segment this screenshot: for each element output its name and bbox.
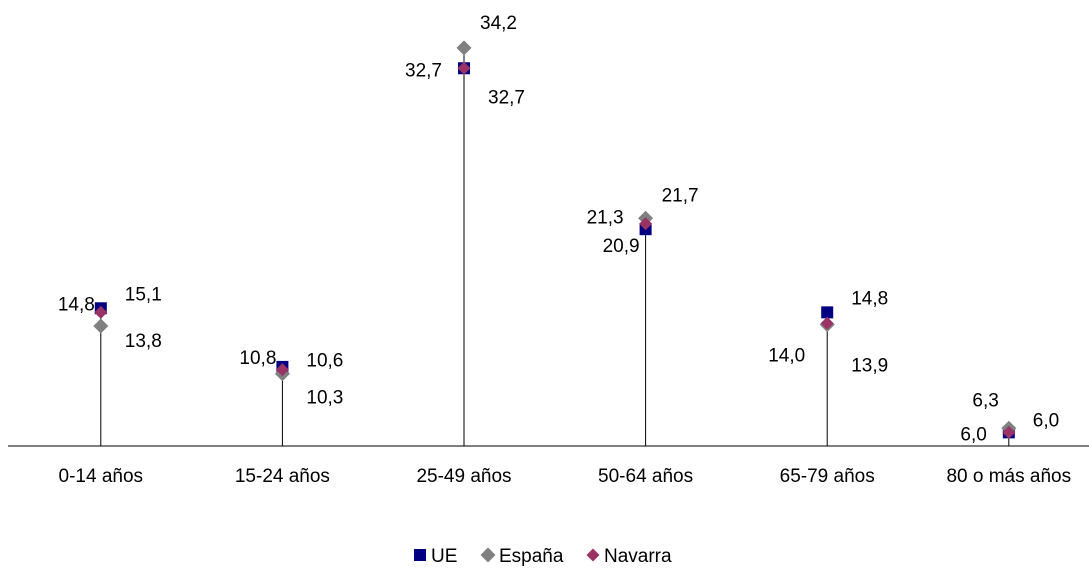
legend-label: España bbox=[499, 546, 564, 567]
point-ue-marker bbox=[821, 306, 834, 319]
data-label: 10,8 bbox=[239, 348, 276, 369]
legend-marker-0 bbox=[414, 549, 426, 561]
point-navarra-marker bbox=[820, 316, 834, 330]
data-label: 10,3 bbox=[306, 388, 343, 409]
data-label: 21,7 bbox=[662, 185, 699, 206]
data-label: 14,0 bbox=[768, 345, 805, 366]
point-navarra-marker bbox=[639, 217, 653, 231]
x-tick-label: 65-79 años bbox=[780, 466, 875, 487]
x-tick-label: 80 o más años bbox=[946, 466, 1071, 487]
data-label: 6,0 bbox=[1033, 410, 1059, 431]
data-label: 20,9 bbox=[603, 236, 640, 257]
x-tick-label: 0-14 años bbox=[59, 466, 144, 487]
legend-label: Navarra bbox=[604, 546, 672, 567]
data-label: 21,3 bbox=[587, 208, 624, 229]
point-navarra-marker bbox=[457, 61, 471, 75]
point-navarra-marker bbox=[94, 305, 108, 319]
point-espana-marker bbox=[93, 318, 109, 334]
data-label: 13,9 bbox=[851, 356, 888, 377]
data-label: 6,3 bbox=[972, 390, 998, 411]
legend-marker-1 bbox=[480, 547, 496, 563]
data-label: 32,7 bbox=[488, 87, 525, 108]
data-label: 14,8 bbox=[851, 288, 888, 309]
data-label: 14,8 bbox=[58, 294, 95, 315]
data-label: 10,6 bbox=[306, 351, 343, 372]
point-navarra-marker bbox=[1002, 425, 1016, 439]
legend-marker-2 bbox=[586, 548, 600, 562]
point-navarra-marker bbox=[275, 363, 289, 377]
data-label: 32,7 bbox=[405, 60, 442, 81]
data-label: 34,2 bbox=[480, 13, 517, 34]
legend-label: UE bbox=[431, 546, 457, 567]
data-label: 13,8 bbox=[125, 331, 162, 352]
data-label: 6,0 bbox=[960, 424, 986, 445]
x-tick-label: 25-49 años bbox=[416, 466, 511, 487]
point-espana-marker bbox=[456, 40, 472, 56]
x-tick-label: 15-24 años bbox=[235, 466, 330, 487]
data-label: 15,1 bbox=[125, 284, 162, 305]
x-tick-label: 50-64 años bbox=[598, 466, 693, 487]
